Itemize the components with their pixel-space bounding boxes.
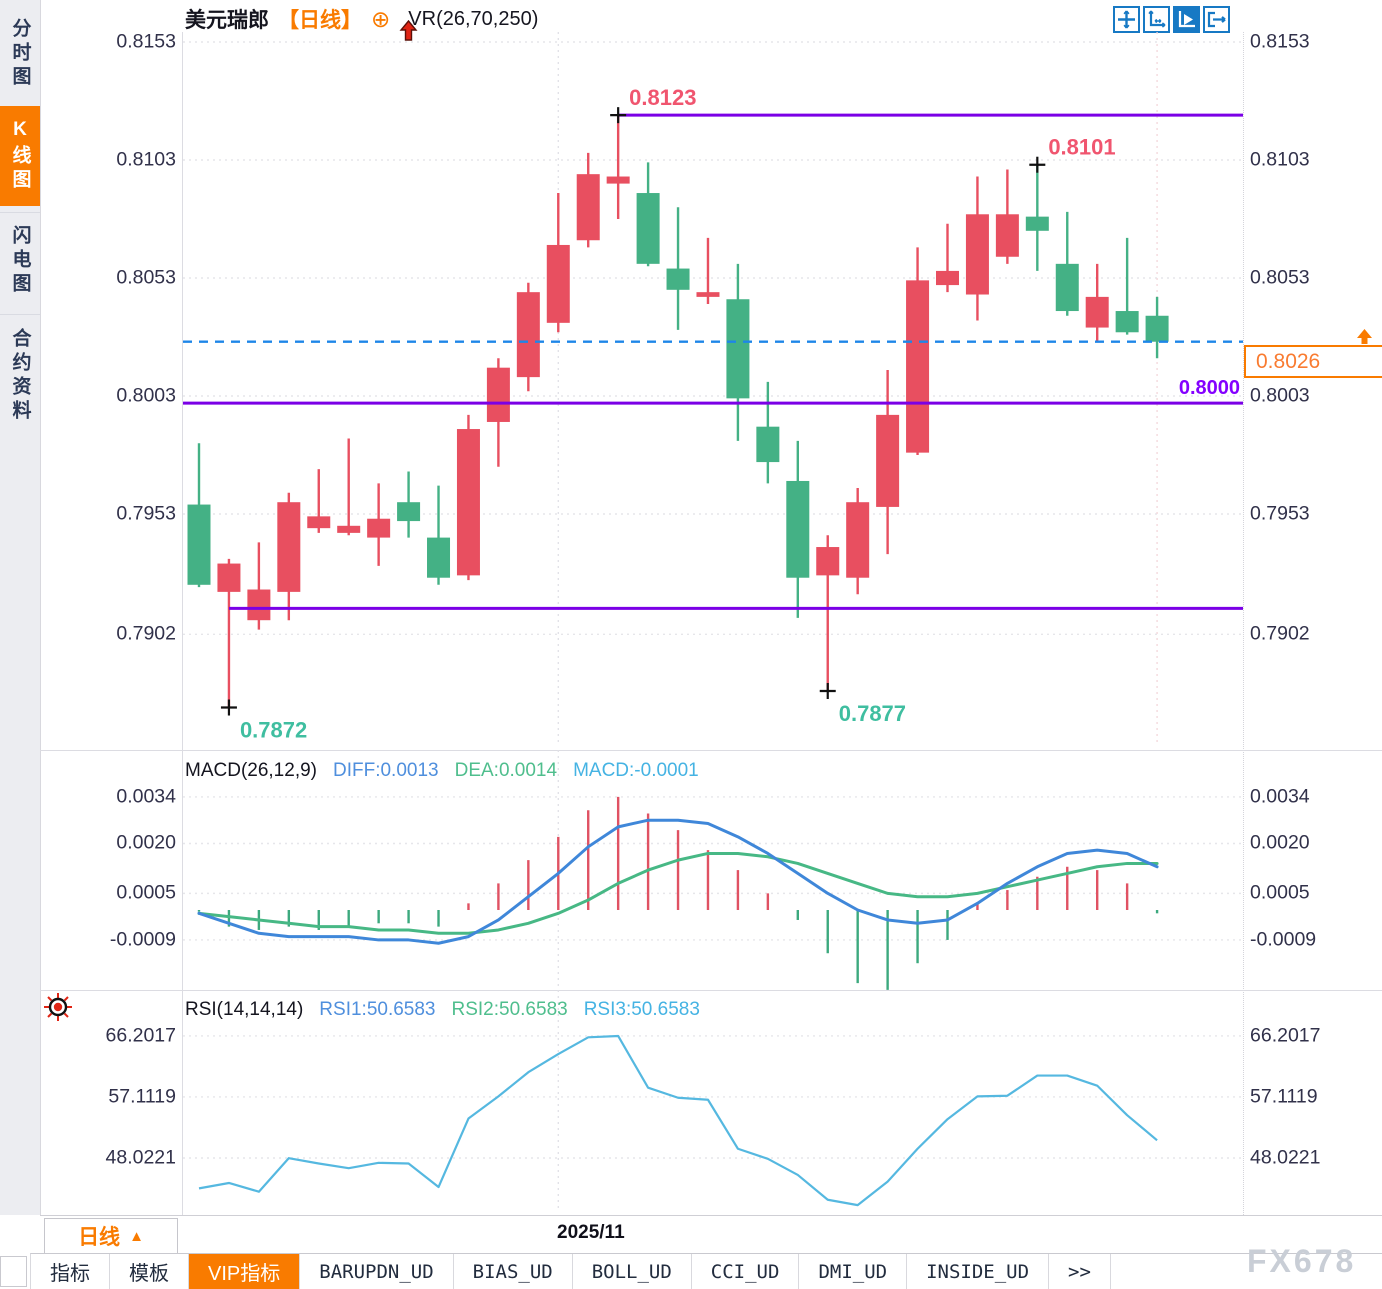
pan-crosshair-icon[interactable] bbox=[1113, 6, 1140, 33]
axis-label: 0.8053 bbox=[116, 266, 176, 289]
watermark: FX678 bbox=[1247, 1243, 1357, 1279]
level-0-8000-label: 0.8000 bbox=[1178, 377, 1240, 399]
cursor-play-icon[interactable] bbox=[1173, 6, 1200, 33]
axis-scale-icon[interactable] bbox=[1143, 6, 1170, 33]
macd-dea-value: DEA:0.0014 bbox=[454, 760, 558, 781]
period-selector-button[interactable]: 日线 ▲ bbox=[44, 1218, 178, 1254]
rsi-chart[interactable] bbox=[183, 990, 1243, 1212]
axis-label: 66.2017 bbox=[105, 1024, 177, 1047]
axis-label: -0.0009 bbox=[109, 928, 176, 951]
chart-toolbar bbox=[1113, 6, 1230, 33]
axis-label: 0.8003 bbox=[116, 384, 176, 407]
indicator-label: VR(26,70,250) bbox=[408, 7, 539, 30]
plot-left-border bbox=[182, 32, 183, 1215]
axis-label: 0.8153 bbox=[1250, 30, 1310, 53]
tab-cci-ud[interactable]: CCI_UD bbox=[692, 1254, 800, 1289]
tab-barupdn-ud[interactable]: BARUPDN_UD bbox=[300, 1254, 454, 1289]
sidebar: 分时图 K线图闪电图合约资料 bbox=[0, 0, 41, 1215]
rsi-header: RSI(14,14,14) RSI1:50.6583 RSI2:50.6583 … bbox=[185, 999, 700, 1021]
tab-vip指标[interactable]: VIP指标 bbox=[189, 1254, 301, 1289]
axis-label: 66.2017 bbox=[1250, 1024, 1321, 1047]
sidebar-item-3[interactable]: 闪电图 bbox=[0, 212, 40, 309]
axis-label: 48.0221 bbox=[105, 1146, 177, 1169]
axis-label: 57.1119 bbox=[1250, 1085, 1318, 1108]
axis-label: 0.8103 bbox=[1250, 148, 1310, 171]
axis-label: 0.8153 bbox=[116, 30, 176, 53]
rsi1-value: RSI1:50.6583 bbox=[319, 999, 436, 1020]
axis-label: 0.0034 bbox=[116, 785, 176, 808]
axis-label: 0.7953 bbox=[1250, 502, 1310, 525]
rsi2-value: RSI2:50.6583 bbox=[451, 999, 568, 1020]
tab-dmi-ud[interactable]: DMI_UD bbox=[799, 1254, 908, 1289]
sidebar-item-4[interactable]: 合约资料 bbox=[0, 314, 40, 437]
axis-label: 0.0020 bbox=[1250, 831, 1310, 854]
axis-label: 0.7953 bbox=[116, 502, 176, 525]
svg-text:0.7877: 0.7877 bbox=[839, 701, 906, 726]
symbol-name: 美元瑞郎 bbox=[185, 9, 269, 32]
macd-chart[interactable] bbox=[183, 750, 1243, 990]
chart-title-bar: 美元瑞郎 【日线】 ⊕ VR(26,70,250) bbox=[185, 4, 539, 41]
last-price-box: 0.8026 bbox=[1244, 345, 1382, 378]
axis-label: 57.1119 bbox=[108, 1085, 176, 1108]
date-axis-label: 2025/11 bbox=[557, 1222, 625, 1243]
macd-diff-value: DIFF:0.0013 bbox=[333, 760, 439, 781]
axis-label: 0.0020 bbox=[116, 831, 176, 854]
add-indicator-icon[interactable]: ⊕ bbox=[371, 6, 391, 32]
svg-text:0.8101: 0.8101 bbox=[1048, 135, 1115, 160]
rsi-panel-separator bbox=[40, 990, 1382, 991]
candlestick-chart[interactable]: 0.8123 0.8101 0.7872 0.7877 bbox=[183, 32, 1243, 748]
axis-label: 48.0221 bbox=[1250, 1146, 1321, 1169]
macd-header: MACD(26,12,9) DIFF:0.0013 DEA:0.0014 MAC… bbox=[185, 760, 699, 782]
macd-value: MACD:-0.0001 bbox=[573, 760, 699, 781]
axis-label: -0.0009 bbox=[1250, 928, 1317, 951]
corner-box bbox=[0, 1256, 27, 1287]
period-selector-label: 日线 bbox=[78, 1226, 121, 1249]
axis-label: 0.7902 bbox=[116, 622, 176, 645]
plot-right-border bbox=[1243, 32, 1244, 1215]
sidebar-item-1[interactable]: 分时图 bbox=[9, 18, 31, 90]
axis-label: 0.0005 bbox=[1250, 881, 1310, 904]
indicator-tab-bar: 指标 模板 VIP指标 BARUPDN_UD BIAS_UD BOLL_UD CCI_UD D… bbox=[30, 1253, 1382, 1289]
axis-label: 0.8053 bbox=[1250, 266, 1310, 289]
sidebar-item-2[interactable]: K线图 bbox=[0, 106, 40, 206]
macd-panel-separator bbox=[40, 750, 1382, 751]
tab--[interactable]: >> bbox=[1049, 1254, 1111, 1289]
tab-boll-ud[interactable]: BOLL_UD bbox=[573, 1254, 692, 1289]
time-axis-row: 日线 ▲ 2025/11 bbox=[40, 1215, 1382, 1254]
exit-right-icon[interactable] bbox=[1203, 6, 1230, 33]
svg-text:0.8123: 0.8123 bbox=[629, 85, 696, 110]
axis-label: 0.7902 bbox=[1250, 622, 1310, 645]
axis-label: 0.0005 bbox=[116, 881, 176, 904]
period-tag: 【日线】 bbox=[278, 9, 362, 32]
candles bbox=[187, 115, 1169, 708]
svg-text:0.7872: 0.7872 bbox=[240, 718, 307, 743]
axis-label: 0.8103 bbox=[116, 148, 176, 171]
axis-label: 0.0034 bbox=[1250, 785, 1310, 808]
tab-指标[interactable]: 指标 bbox=[31, 1254, 110, 1289]
tab-inside-ud[interactable]: INSIDE_UD bbox=[907, 1254, 1050, 1289]
axis-label: 0.8003 bbox=[1250, 384, 1310, 407]
macd-title: MACD(26,12,9) bbox=[185, 760, 317, 781]
rsi3-value: RSI3:50.6583 bbox=[583, 999, 700, 1020]
rsi-title: RSI(14,14,14) bbox=[185, 999, 304, 1020]
tab-模板[interactable]: 模板 bbox=[110, 1254, 189, 1289]
period-selector-arrow-icon: ▲ bbox=[129, 1227, 144, 1245]
tab-bias-ud[interactable]: BIAS_UD bbox=[454, 1254, 573, 1289]
